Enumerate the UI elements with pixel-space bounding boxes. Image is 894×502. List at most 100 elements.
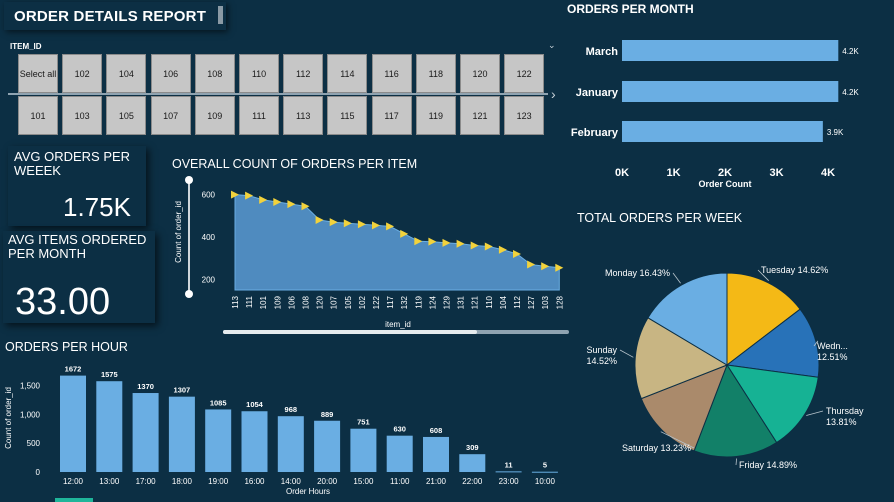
pie-leader-line (757, 269, 769, 281)
hour-data-label: 968 (285, 405, 298, 414)
hour-data-label: 889 (321, 410, 334, 419)
chevron-right-icon[interactable]: › (551, 86, 556, 102)
pie-label: Tuesday 14.62% (761, 265, 828, 275)
slicer-tile[interactable]: 122 (504, 54, 545, 93)
item-x-tick: 128 (555, 295, 564, 309)
item-x-tick: 102 (358, 295, 367, 309)
slicer-tile[interactable]: 117 (371, 96, 412, 135)
month-category-label: February (571, 127, 619, 139)
item-x-tick: 109 (273, 295, 282, 309)
slicer-tile[interactable]: 104 (106, 54, 147, 93)
slicer-tile[interactable]: 106 (150, 54, 191, 93)
kpi-month-label: AVG ITEMS ORDERED PER MONTH (8, 232, 147, 261)
hour-x-tick: 20:00 (317, 477, 338, 486)
slicer-tile[interactable]: 116 (371, 54, 412, 93)
item-x-tick: 121 (471, 295, 480, 309)
hour-bar (60, 375, 86, 472)
kpi-card-items-per-month: AVG ITEMS ORDERED PER MONTH 33.00 (3, 231, 155, 323)
pie-leader-line (813, 340, 819, 347)
slicer-tile[interactable]: 119 (415, 96, 456, 135)
item-x-tick: 119 (414, 295, 423, 308)
item-marker (357, 220, 366, 229)
item-x-scrollbar-thumb (223, 330, 477, 334)
hour-bar (531, 471, 558, 473)
hour-bar (96, 381, 123, 472)
item-x-tick: 103 (541, 295, 550, 309)
pie-slice (725, 308, 820, 378)
hour-x-tick: 15:00 (353, 477, 374, 486)
slicer-tile[interactable]: 109 (194, 96, 235, 135)
kpi-week-label: AVG ORDERS PER WEEEK (14, 149, 131, 178)
chevron-down-icon[interactable]: ⌄ (548, 40, 556, 50)
hour-data-label: 309 (466, 443, 479, 452)
month-x-tick: 1K (666, 167, 680, 179)
slicer-tile[interactable]: 113 (283, 96, 324, 135)
item-marker (484, 242, 493, 251)
slicer-tile[interactable]: 103 (62, 96, 103, 135)
item-x-tick: 132 (400, 295, 409, 309)
slicer-tile[interactable]: 102 (62, 54, 103, 93)
slicer-tile[interactable]: 111 (239, 96, 279, 135)
slicer-tile[interactable]: 105 (106, 96, 147, 135)
item-marker (386, 222, 395, 231)
slicer-label: ITEM_ID (10, 42, 42, 51)
slicer-tile[interactable]: 123 (504, 96, 545, 135)
item-marker (245, 191, 254, 200)
pie-leader-line (660, 431, 695, 449)
pie-label-percent: 13.81% (826, 417, 857, 427)
pie-leader-line (619, 349, 634, 358)
slicer-tile[interactable]: 108 (194, 54, 235, 93)
pie-label: Thursday (826, 406, 864, 416)
slicer-tile[interactable]: 112 (283, 54, 324, 93)
item-x-tick: 129 (443, 295, 452, 309)
hour-y-tick: 500 (27, 439, 41, 448)
item-x-tick: 105 (344, 295, 353, 309)
slicer-tile[interactable]: 110 (239, 54, 279, 93)
hour-data-label: 1307 (174, 386, 191, 395)
item-marker (400, 229, 409, 238)
month-bar (622, 81, 839, 102)
hour-data-label: 608 (430, 426, 443, 435)
item-x-tick: 104 (499, 295, 508, 309)
page-tab-indicator[interactable] (55, 498, 93, 502)
pie-label-percent: 14.52% (586, 356, 617, 366)
orders-per-item-title: OVERALL COUNT OF ORDERS PER ITEM (172, 157, 418, 171)
item-marker (315, 216, 324, 225)
month-x-tick: 2K (718, 167, 732, 179)
slicer-divider (8, 93, 548, 95)
slicer-tile[interactable]: 115 (327, 96, 368, 135)
slicer-tile[interactable]: 107 (150, 96, 191, 135)
item-y-tick: 200 (202, 275, 216, 284)
month-x-tick: 3K (769, 167, 783, 179)
orders-per-hour-title: ORDERS PER HOUR (5, 340, 128, 354)
slicer-tile[interactable]: 120 (460, 54, 500, 93)
slicer-tile[interactable]: Select all (18, 54, 58, 93)
orders-per-hour-chart: 1672 12:00 1575 13:00 1370 17:00 1307 18:00 1085… (4, 365, 558, 496)
item-marker (513, 249, 521, 258)
title-accent-bar (218, 6, 223, 24)
slicer-tile[interactable]: 114 (327, 54, 368, 93)
slicer-tile[interactable]: 121 (460, 96, 500, 135)
hour-x-tick: 10:00 (535, 477, 556, 486)
item-y-zoom-handle-top (185, 176, 193, 184)
item-marker (470, 241, 479, 250)
hour-data-label: 1370 (137, 382, 154, 391)
slicer-tile[interactable]: 101 (18, 96, 58, 135)
hour-x-tick: 16:00 (244, 477, 265, 486)
item-x-tick: 101 (259, 295, 268, 309)
slicer-tile[interactable]: 118 (415, 54, 456, 93)
pie-slice (640, 364, 728, 452)
pie-label: Sunday (586, 345, 617, 355)
pie-slice (647, 272, 728, 366)
hour-data-label: 1085 (210, 398, 227, 407)
hour-y-tick: 0 (36, 468, 41, 477)
orders-per-week-pie-chart: Tuesday 14.62% Wedn...12.51% Thursday13.81… (586, 265, 864, 470)
hour-data-label: 11 (505, 460, 513, 469)
hour-bar (314, 420, 341, 472)
hour-data-label: 630 (393, 425, 406, 434)
pie-leader-line (672, 272, 681, 284)
report-title-card: ORDER DETAILS REPORT (4, 2, 226, 30)
item-marker (259, 195, 268, 204)
item-marker (498, 245, 507, 254)
hour-bar (205, 409, 232, 472)
